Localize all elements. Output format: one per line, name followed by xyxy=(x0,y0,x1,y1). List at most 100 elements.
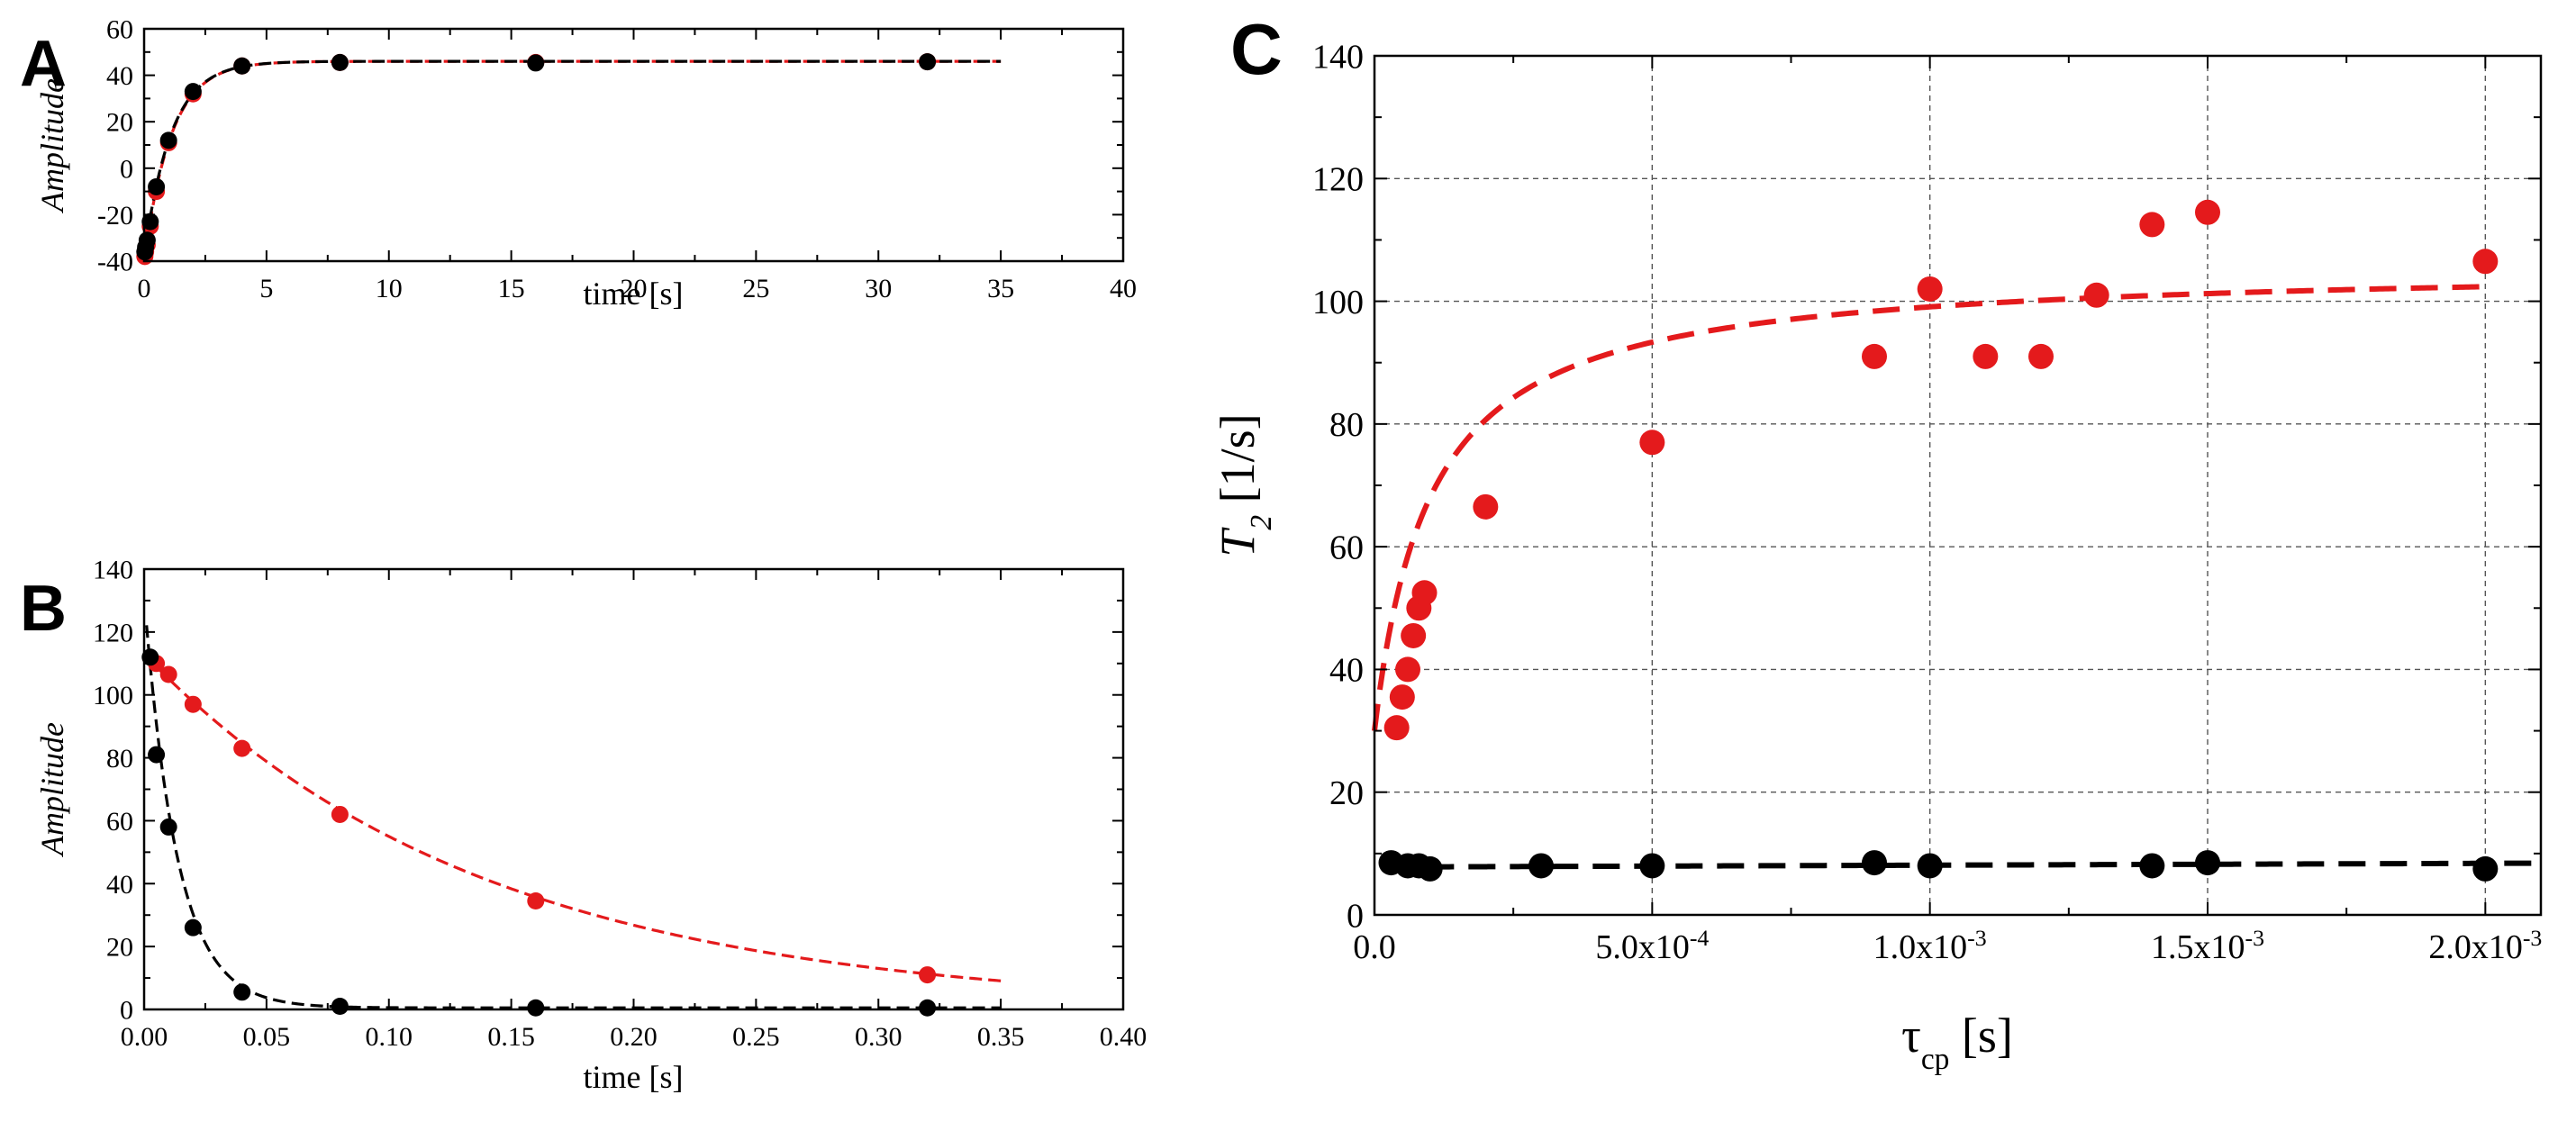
plot-frame xyxy=(1373,54,2543,917)
black-point xyxy=(141,213,159,231)
black-point xyxy=(233,983,251,1001)
x-tick-label: 0.40 xyxy=(1100,1022,1147,1052)
panel-b: 0.00 0.05 0.10 0.15 0.20 0.25 0.30 0.35 0.40 0 20 4… xyxy=(20,556,1147,1096)
black-fit xyxy=(142,59,1002,258)
red-point xyxy=(1862,343,1887,369)
plot-frame xyxy=(142,27,1125,263)
y-tick-label: -40 xyxy=(97,248,133,277)
red-point xyxy=(1389,684,1415,710)
x-tick-label: 0.10 xyxy=(366,1022,413,1052)
x-axis-title: time [s] xyxy=(584,276,684,312)
y-axis-title: T2 [1/s] xyxy=(1211,413,1278,556)
red-point xyxy=(1473,493,1499,520)
red-point xyxy=(2472,249,2499,275)
panel-label: B xyxy=(20,573,67,645)
y-tick-label: 100 xyxy=(93,681,133,710)
y-tick-label: 0 xyxy=(120,996,133,1026)
x-tick-label: 0.15 xyxy=(487,1022,535,1052)
red-point xyxy=(1395,656,1420,683)
x-tick-label: 0.00 xyxy=(121,1022,168,1052)
x-tick-label: 5.0x10-4 xyxy=(1595,925,1709,967)
black-point xyxy=(184,83,202,101)
x-axis-title: τcp [s] xyxy=(1901,1009,2013,1076)
y-tick-label: 60 xyxy=(1329,529,1364,566)
x-tick-label: 20 xyxy=(621,274,648,303)
red-point xyxy=(2083,282,2109,308)
y-tick-label: 140 xyxy=(93,556,133,585)
x-tick-label: 25 xyxy=(742,274,769,303)
y-tick-label: 60 xyxy=(106,15,133,45)
red-fit xyxy=(142,653,1002,982)
black-point xyxy=(331,53,349,71)
panel-label: A xyxy=(20,28,67,100)
red-point xyxy=(1383,715,1410,741)
black-point xyxy=(2139,853,2165,879)
x-tick-label: 40 xyxy=(1110,274,1137,303)
y-tick-label: 100 xyxy=(1312,284,1364,321)
red-point xyxy=(184,695,202,713)
red-point xyxy=(1639,430,1665,456)
x-tick-label: 2.0x10-3 xyxy=(2428,925,2542,967)
black-point xyxy=(2472,855,2499,882)
y-tick-label: 20 xyxy=(106,108,133,138)
red-point xyxy=(2028,343,2054,369)
y-tick-label: 40 xyxy=(106,61,133,91)
black-point xyxy=(919,999,937,1017)
y-tick-label: 80 xyxy=(106,744,133,774)
y-tick-label: 40 xyxy=(1329,652,1364,690)
red-point xyxy=(919,966,937,984)
black-point xyxy=(141,648,159,666)
x-tick-label: 1.5x10-3 xyxy=(2151,925,2264,967)
panel-a: 0 5 10 15 20 25 30 35 40 -40 -20 0 20 40 60 time [s] Amp… xyxy=(20,15,1137,312)
y-tick-label: 0 xyxy=(120,154,133,184)
x-tick-label: 5 xyxy=(259,274,273,303)
black-point xyxy=(148,746,166,764)
x-tick-label: 0.30 xyxy=(855,1022,903,1052)
black-point xyxy=(1639,853,1665,879)
y-tick-label: 20 xyxy=(1329,774,1364,812)
black-point xyxy=(159,131,177,149)
y-tick-label: 120 xyxy=(93,618,133,647)
y-tick-label: 120 xyxy=(1312,161,1364,199)
black-point xyxy=(233,57,251,75)
y-tick-label: 60 xyxy=(106,807,133,837)
y-axis-title: Amplitude xyxy=(34,722,70,857)
x-tick-label: 0.20 xyxy=(610,1022,658,1052)
black-point xyxy=(1862,850,1887,876)
y-tick-label: 0 xyxy=(1347,897,1364,935)
y-tick-label: 20 xyxy=(106,933,133,963)
x-tick-label: 10 xyxy=(376,274,403,303)
red-point xyxy=(1917,276,1943,302)
red-point xyxy=(1411,580,1438,606)
x-tick-label: 0 xyxy=(138,274,151,303)
red-point xyxy=(527,891,545,909)
red-point xyxy=(2195,199,2220,225)
x-tick-label: 0.35 xyxy=(977,1022,1025,1052)
black-point xyxy=(2195,850,2220,876)
red-point xyxy=(159,665,177,683)
black-point xyxy=(919,53,937,71)
black-point xyxy=(148,177,166,195)
black-point xyxy=(527,54,545,72)
black-fit xyxy=(145,625,1002,1009)
red-point xyxy=(233,739,251,757)
black-point xyxy=(1917,853,1943,879)
plot-frame xyxy=(142,567,1125,1011)
x-tick-label: 1.0x10-3 xyxy=(1873,925,1987,967)
y-tick-label: -20 xyxy=(97,201,133,231)
black-point xyxy=(527,999,545,1017)
black-point xyxy=(1417,855,1443,882)
x-tick-label: 0.25 xyxy=(732,1022,780,1052)
y-axis-title: Amplitude xyxy=(34,78,70,213)
red-point xyxy=(1401,622,1427,648)
x-tick-label: 30 xyxy=(865,274,892,303)
y-tick-label: 80 xyxy=(1329,406,1364,444)
red-fit xyxy=(142,59,1002,262)
y-tick-label: 140 xyxy=(1312,38,1364,76)
black-point xyxy=(1528,853,1554,879)
black-point xyxy=(138,231,156,249)
red-point xyxy=(1973,343,1999,369)
x-tick-label: 35 xyxy=(987,274,1014,303)
panel-label: C xyxy=(1230,9,1283,89)
